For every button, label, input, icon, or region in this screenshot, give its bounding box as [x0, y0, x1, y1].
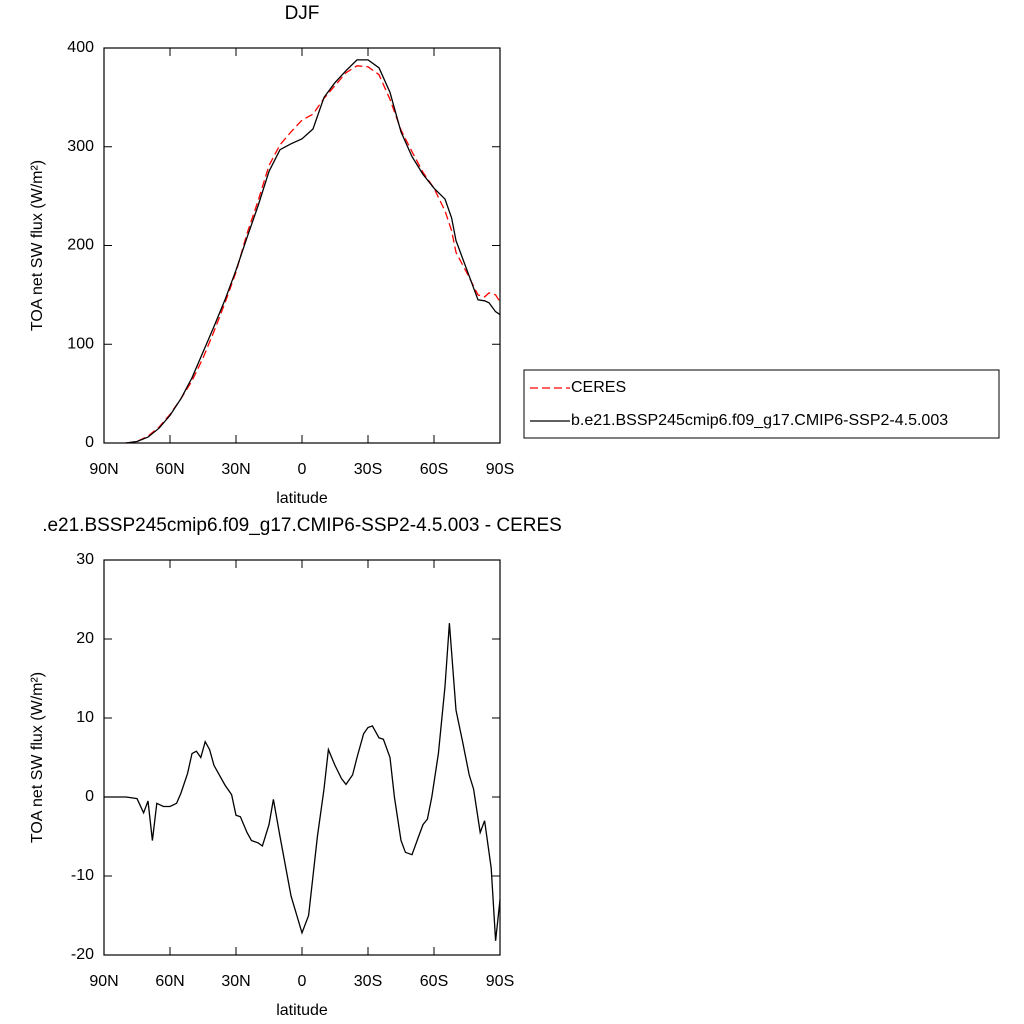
series-line — [104, 623, 501, 941]
y-tick-label: -10 — [71, 867, 94, 884]
plot-frame — [103, 559, 501, 956]
y-tick-label: -20 — [71, 946, 94, 963]
y-axis-label: TOA net SW flux (W/m²) — [29, 160, 46, 331]
legend-box — [523, 369, 1000, 439]
y-tick-label: 300 — [67, 138, 94, 155]
chart-title: DJF — [285, 3, 320, 24]
series-line — [125, 59, 501, 444]
legend-label: b.e21.BSSP245cmip6.f09_g17.CMIP6-SSP2-4.… — [571, 412, 948, 429]
x-tick-label: 90S — [486, 461, 514, 478]
y-tick-label: 0 — [85, 788, 94, 805]
x-tick-label: 30S — [354, 973, 382, 990]
x-axis-label: latitude — [276, 1002, 328, 1019]
y-tick-label: 20 — [76, 630, 94, 647]
x-tick-label: 60S — [420, 973, 448, 990]
x-tick-label: 90N — [89, 973, 118, 990]
x-tick-label: 30N — [221, 461, 250, 478]
chart-title: .e21.BSSP245cmip6.f09_g17.CMIP6-SSP2-4.5… — [42, 515, 562, 536]
series-line — [125, 65, 501, 444]
x-tick-label: 0 — [298, 973, 307, 990]
x-tick-label: 30N — [221, 973, 250, 990]
plot-frame — [103, 47, 501, 444]
y-tick-label: 100 — [67, 335, 94, 352]
y-axis-label: TOA net SW flux (W/m²) — [29, 672, 46, 843]
x-tick-label: 30S — [354, 461, 382, 478]
x-tick-label: 60S — [420, 461, 448, 478]
x-tick-label: 60N — [155, 973, 184, 990]
y-tick-label: 0 — [85, 434, 94, 451]
y-tick-label: 400 — [67, 39, 94, 56]
x-tick-label: 0 — [298, 461, 307, 478]
x-axis-label: latitude — [276, 490, 328, 507]
y-tick-label: 10 — [76, 709, 94, 726]
y-tick-label: 30 — [76, 551, 94, 568]
legend-label: CERES — [571, 379, 626, 396]
x-tick-label: 90S — [486, 973, 514, 990]
x-tick-label: 90N — [89, 461, 118, 478]
y-tick-label: 200 — [67, 237, 94, 254]
x-tick-label: 60N — [155, 461, 184, 478]
